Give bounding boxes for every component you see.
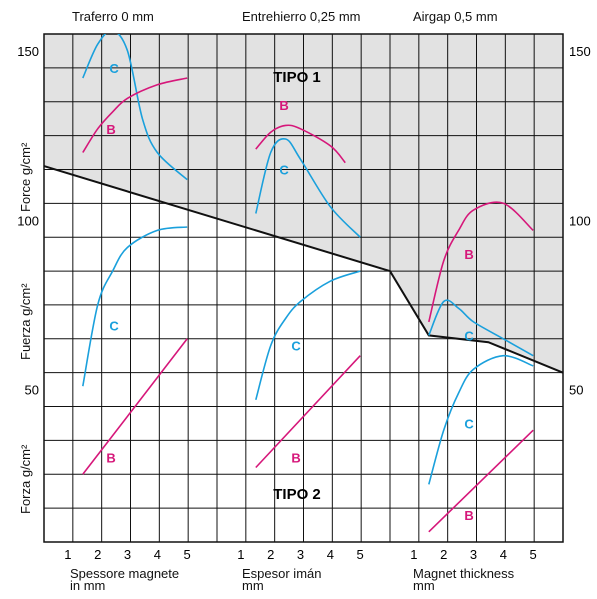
y-axis-label-italian: Forza g/cm² [18, 444, 33, 514]
y-axis-label-spanish: Fuerza g/cm² [18, 283, 33, 360]
curve-c-panel-2-2 [255, 137, 361, 238]
header-english: Airgap 0,5 mm [413, 9, 498, 24]
x-axis-label-spanish-line1: Espesor imán [242, 566, 322, 581]
curve-b-panel-2-1 [255, 124, 346, 164]
curve-c-panel-1-3 [82, 226, 188, 387]
zone-label-tipo-2: TIPO 2 [273, 486, 321, 503]
y-tick-right-150: 150 [569, 44, 591, 59]
x-axis-label-italian-line2: in mm [70, 578, 106, 593]
x-tick-panel-3-1: 1 [410, 547, 417, 562]
curve-label-c-panel-2-2: C [279, 162, 289, 177]
y-tick-left-50: 50 [25, 383, 39, 398]
curve-label-b-panel-3-1: B [464, 247, 473, 262]
x-tick-panel-2-2: 2 [267, 547, 274, 562]
x-axis-label-english: Magnet thickness mm [413, 566, 515, 593]
curve-label-b-panel-2-4: B [291, 450, 300, 465]
curve-label-c-panel-2-3: C [291, 339, 301, 354]
curve-label-c-panel-1-3: C [109, 318, 119, 333]
x-axis-label-italian-line1: Spessore magnete [70, 566, 180, 581]
x-tick-panel-1-2: 2 [94, 547, 101, 562]
x-axis-label-english-line2: mm [413, 578, 435, 593]
x-tick-panel-2-3: 3 [297, 547, 304, 562]
curve-c-panel-3-3 [428, 354, 534, 485]
curve-b-panel-3-1 [428, 201, 534, 323]
y-tick-right-50: 50 [569, 383, 583, 398]
y-tick-labels: 50 50 100 100 150 150 [17, 44, 590, 398]
curve-b-panel-1-4 [82, 338, 188, 475]
curve-label-b-panel-1-2: B [106, 122, 115, 137]
y-tick-left-100: 100 [17, 213, 39, 228]
curve-c-panel-1-1 [82, 34, 188, 181]
y-axis-label-english: Force g/cm² [18, 142, 33, 212]
header-italian: Traferro 0 mm [72, 9, 154, 24]
grid [44, 34, 563, 542]
curve-c-panel-3-2 [428, 299, 534, 357]
x-tick-panel-1-3: 3 [124, 547, 131, 562]
plot-frame [43, 33, 564, 543]
curve-label-b-panel-2-1: B [279, 98, 288, 113]
curve-b-panel-3-4 [428, 429, 534, 533]
x-axis-label-spanish: Espesor imán mm [242, 566, 322, 593]
curve-label-c-panel-1-1: C [109, 61, 119, 76]
x-axis-label-spanish-line2: mm [242, 578, 264, 593]
x-tick-panel-3-3: 3 [470, 547, 477, 562]
curves [82, 34, 534, 533]
y-tick-left-150: 150 [17, 44, 39, 59]
y-tick-right-100: 100 [569, 213, 591, 228]
zone-label-tipo-1: TIPO 1 [273, 69, 321, 86]
x-tick-panel-3-5: 5 [530, 547, 537, 562]
curve-c-panel-2-3 [255, 270, 361, 401]
curve-label-c-panel-3-3: C [464, 416, 474, 431]
curve-b-panel-1-2 [82, 77, 188, 153]
x-axis-label-english-line1: Magnet thickness [413, 566, 515, 581]
x-axis-label-italian: Spessore magnete in mm [70, 566, 180, 593]
x-tick-panel-3-4: 4 [500, 547, 507, 562]
curve-label-b-panel-3-4: B [464, 508, 473, 523]
curve-label-c-panel-3-2: C [464, 328, 474, 343]
curve-b-panel-2-4 [255, 355, 361, 469]
x-tick-panel-1-4: 4 [154, 547, 161, 562]
x-tick-panel-1-5: 5 [184, 547, 191, 562]
header-spanish: Entrehierro 0,25 mm [242, 9, 361, 24]
x-tick-panel-3-2: 2 [440, 547, 447, 562]
x-tick-panel-1-1: 1 [64, 547, 71, 562]
x-tick-panel-2-1: 1 [237, 547, 244, 562]
curve-label-b-panel-1-4: B [106, 450, 115, 465]
curve-labels: C B C B B C C B B C C B [106, 61, 474, 523]
x-tick-panel-2-5: 5 [357, 547, 364, 562]
x-tick-panel-2-4: 4 [327, 547, 334, 562]
x-tick-labels: 1 2 3 4 5 1 2 3 4 5 1 2 3 4 5 [64, 547, 537, 562]
